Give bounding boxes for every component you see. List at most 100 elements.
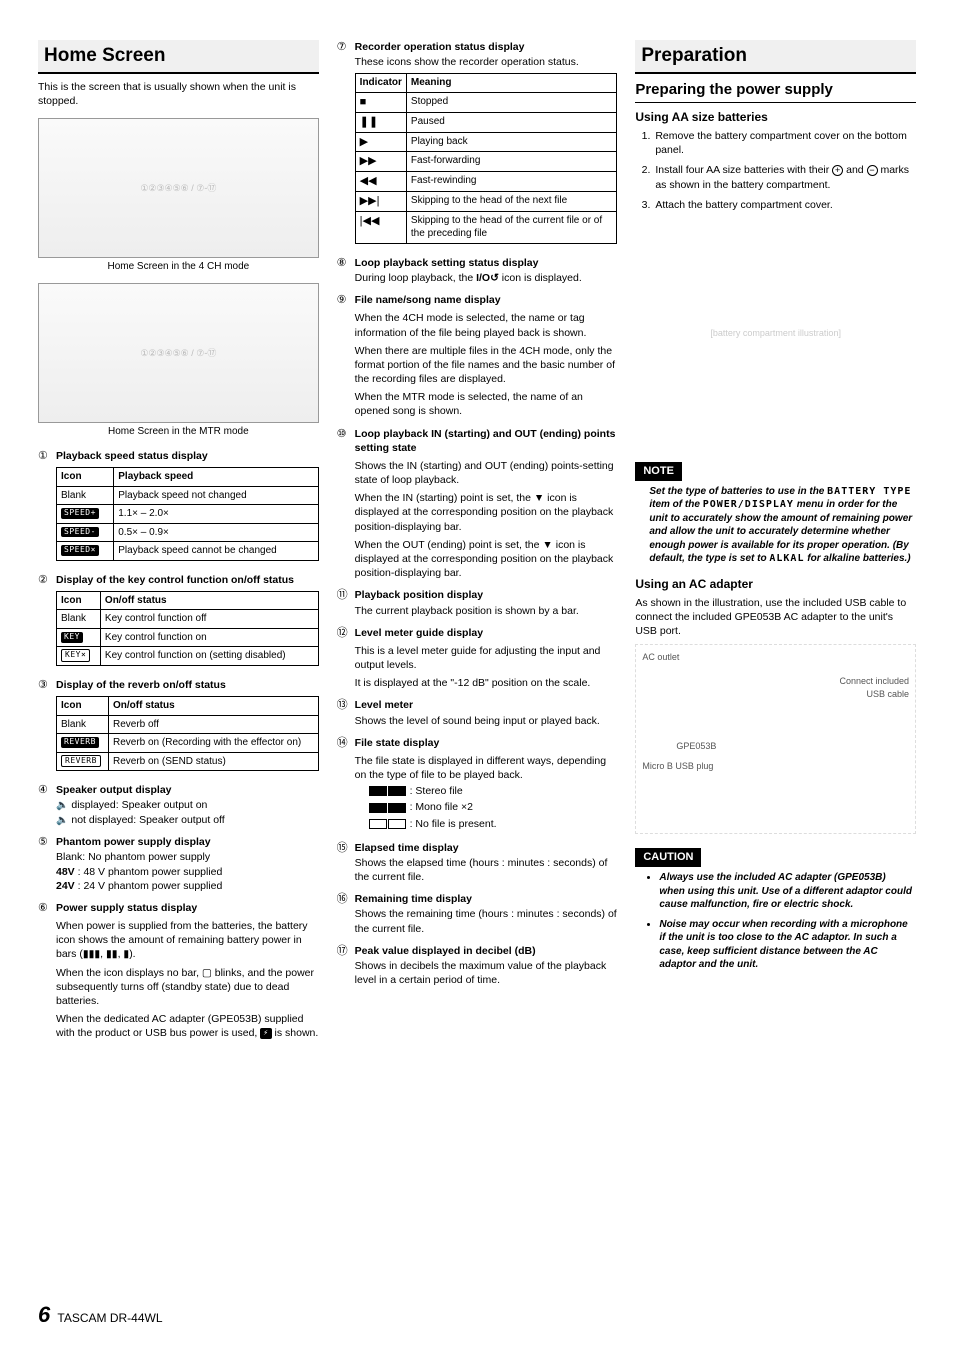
item-4-title: Speaker output display [56,783,319,797]
mono-text: ALKAL [769,553,804,564]
item-15: ⑮ Elapsed time display Shows the elapsed… [337,841,618,885]
ff-icon: ▶▶ [360,155,377,167]
step-1: Remove the battery compartment cover on … [653,129,916,157]
item-5-num: ⑤ [38,835,56,893]
text: Install four AA size batteries with thei… [655,164,832,176]
cell: SPEED× [57,542,114,561]
fs-box-icon [388,786,406,796]
caution-2: Noise may occur when recording with a mi… [659,918,914,972]
text: When the MTR mode is selected, the name … [355,390,618,418]
item-11-desc: The current playback position is shown b… [355,604,618,618]
item-10: ⑩ Loop playback IN (starting) and OUT (e… [337,427,618,581]
item-11: ⑪ Playback position display The current … [337,588,618,617]
item-9-title: File name/song name display [355,293,618,307]
text: ). [129,948,135,960]
th-icon: Icon [57,697,109,716]
text: When the 4CH mode is selected, the name … [355,311,618,339]
playback-speed-table: IconPlayback speed BlankPlayback speed n… [56,467,319,561]
item-1: ① Playback speed status display IconPlay… [38,449,319,565]
text: : Mono file ×2 [407,801,473,813]
cell: Reverb on (Recording with the effector o… [108,734,318,753]
text: : 48 V phantom power supplied [75,866,223,878]
item-13-num: ⑬ [337,698,355,727]
step-3: Attach the battery compartment cover. [653,198,916,212]
page-number: 6 [38,1302,50,1327]
cell: Key control function on (setting disable… [100,647,318,666]
item-10-num: ⑩ [337,427,355,581]
th-icon: Icon [57,468,114,487]
cell: Paused [406,112,616,132]
text: When the icon displays no bar, [56,967,202,979]
item-4: ④ Speaker output display displayed: Spea… [38,783,319,827]
cell: Key control function on [100,628,318,647]
rw-icon: ◀◀ [360,175,377,187]
key-control-table: IconOn/off status BlankKey control funct… [56,591,319,666]
text: not displayed: Speaker output off [68,814,224,826]
item-8-title: Loop playback setting status display [355,256,618,270]
item-1-num: ① [38,449,56,565]
text: When there are multiple files in the 4CH… [355,344,618,387]
item-17-num: ⑰ [337,944,355,988]
item-11-num: ⑪ [337,588,355,617]
section-title-home: Home Screen [38,40,319,74]
ac-intro: As shown in the illustration, use the in… [635,596,916,639]
text: During loop playback, the [355,272,476,284]
label-plug: Micro B USB plug [642,760,713,772]
cell: Playback speed not changed [114,486,318,505]
text: and [843,164,866,176]
item-1-title: Playback speed status display [56,449,319,463]
plus-icon: + [832,165,843,176]
cell: Reverb off [108,715,318,734]
th-status: On/off status [108,697,318,716]
item-3: ③ Display of the reverb on/off status Ic… [38,678,319,775]
item-4-desc: displayed: Speaker output on not display… [56,798,319,827]
minus-icon: − [867,165,878,176]
item-12-num: ⑫ [337,626,355,691]
play-icon: ▶ [360,136,368,148]
battery-empty-icon: ▢ [202,967,212,979]
diagram-4ch: ①②③④⑤⑥ / ⑦-⑰ [38,118,319,258]
fs-box-icon [369,786,387,796]
cell: Fast-rewinding [406,172,616,192]
page-columns: Home Screen This is the screen that is u… [38,40,916,1041]
item-6-desc: When power is supplied from the batterie… [56,919,319,1040]
th-icon: Icon [57,591,101,610]
indicator-table: IndicatorMeaning ■Stopped ❚❚Paused ▶Play… [355,73,618,244]
loop-icon: I/O↺ [476,272,499,284]
fs-box-icon [388,803,406,813]
pause-icon: ❚❚ [360,116,378,128]
item-8-num: ⑧ [337,256,355,285]
battery-illustration: [battery compartment illustration] [635,218,916,448]
item-16: ⑯ Remaining time display Shows the remai… [337,892,618,936]
text: When the OUT (ending) point is set, the [355,539,543,551]
item-17-title: Peak value displayed in decibel (dB) [355,944,618,958]
item-12-desc: This is a level meter guide for adjustin… [355,644,618,691]
speed-plus-icon: SPEED+ [61,508,99,519]
caution-body: Always use the included AC adapter (GPE0… [635,867,916,982]
item-6-num: ⑥ [38,901,56,1041]
cell: REVERB [57,734,109,753]
reverb-send-icon: REVERB [61,755,101,768]
item-14-title: File state display [355,736,618,750]
heading-aa: Using AA size batteries [635,109,916,125]
cell: Skipping to the head of the current file… [406,211,616,243]
text: item of the [649,499,702,510]
item-16-desc: Shows the remaining time (hours : minute… [355,907,618,935]
diagram-4ch-caption: Home Screen in the 4 CH mode [38,260,319,274]
cell: 0.5× – 0.9× [114,523,318,542]
diagram-mtr: ①②③④⑤⑥ / ⑦-⑰ [38,283,319,423]
keyx-icon: KEY× [61,649,90,662]
cell: Reverb on (SEND status) [108,752,318,771]
text: Shows the IN (starting) and OUT (ending)… [355,459,618,487]
item-2-title: Display of the key control function on/o… [56,573,319,587]
text: When the IN (starting) point is set, the [355,492,534,504]
text: The file state is displayed in different… [355,754,618,782]
item-7: ⑦ Recorder operation status display Thes… [337,40,618,248]
speed-minus-icon: SPEED- [61,527,99,538]
item-15-desc: Shows the elapsed time (hours : minutes … [355,856,618,884]
cell: Blank [57,486,114,505]
note-body: Set the type of batteries to use in the … [635,481,916,570]
out-flag-icon: ▼ [542,539,552,551]
battery-bars-icon: ▮▮▮, ▮▮, ▮ [83,948,129,960]
item-7-num: ⑦ [337,40,355,248]
